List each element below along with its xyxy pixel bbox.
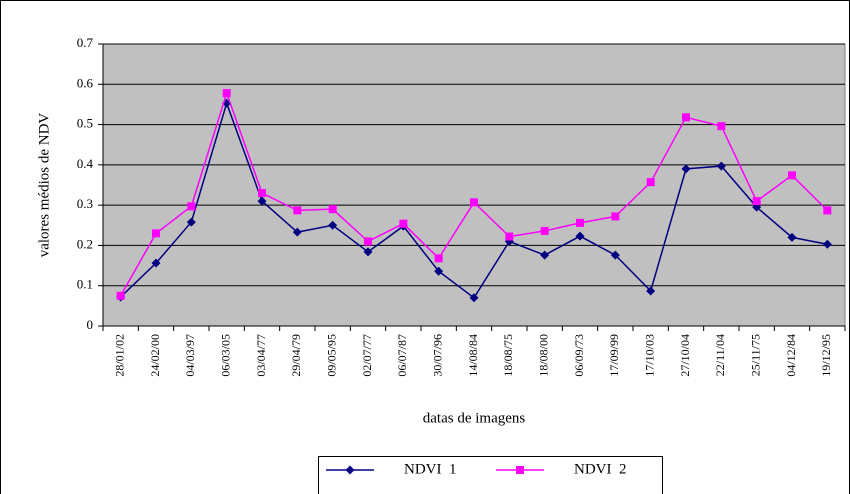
- data-point: [575, 231, 585, 241]
- y-tick-label: 0.6: [77, 75, 94, 90]
- data-point: [752, 197, 761, 206]
- x-tick-label: 09/05/95: [324, 334, 338, 377]
- data-point: [682, 113, 690, 122]
- plot-area: [102, 43, 846, 327]
- data-point: [187, 202, 196, 211]
- x-tick-label: 06/09/73: [572, 334, 586, 377]
- x-tick-label: 22/11/04: [713, 334, 727, 376]
- x-tick-label: 29/04/79: [289, 334, 303, 377]
- y-tick-label: 0.4: [77, 156, 94, 171]
- y-axis-label: valores médios de NDV: [36, 113, 52, 258]
- y-tick-label: 0: [87, 317, 94, 332]
- x-tick-label: 17/10/03: [642, 334, 656, 377]
- x-tick-label: 25/11/75: [748, 334, 762, 376]
- x-tick-label: 06/03/05: [218, 334, 232, 377]
- data-point: [258, 189, 266, 198]
- data-point: [611, 212, 620, 221]
- data-point: [399, 219, 408, 228]
- data-point: [469, 293, 479, 303]
- legend-marker: [516, 466, 524, 474]
- data-point: [716, 161, 726, 171]
- x-tick-label: 18/08/00: [536, 334, 550, 377]
- data-point: [822, 239, 832, 249]
- x-tick-label: 06/07/87: [395, 334, 409, 377]
- data-point: [717, 122, 726, 131]
- x-axis-label: datas de imagens: [423, 410, 526, 426]
- y-tick-label: 0.3: [77, 196, 93, 211]
- data-point: [470, 198, 478, 207]
- legend-marker: [345, 465, 355, 475]
- x-tick-label: 28/01/02: [112, 334, 126, 377]
- data-point: [646, 286, 656, 296]
- data-point: [151, 258, 161, 268]
- data-point: [787, 232, 797, 242]
- data-point: [576, 218, 584, 227]
- y-tick-label: 0.7: [77, 35, 94, 50]
- x-tick-label: 19/12/95: [819, 334, 833, 377]
- x-tick-label: 17/09/99: [607, 334, 621, 377]
- x-tick-label: 14/08/84: [466, 334, 480, 377]
- data-point: [505, 232, 514, 241]
- legend: [318, 456, 663, 494]
- x-tick-label: 27/10/04: [678, 334, 692, 377]
- x-tick-label: 24/02/00: [148, 334, 162, 377]
- data-point: [292, 227, 302, 237]
- data-point: [823, 206, 832, 215]
- data-point: [610, 250, 620, 260]
- data-point: [646, 178, 655, 187]
- data-point: [328, 220, 338, 230]
- data-point: [540, 250, 550, 260]
- y-tick-label: 0.5: [77, 116, 93, 131]
- data-point: [152, 229, 160, 238]
- x-tick-label: 04/03/97: [183, 334, 197, 377]
- data-point: [434, 266, 444, 276]
- data-point: [681, 164, 691, 174]
- legend-label: NDVI 1: [404, 461, 457, 477]
- data-point: [540, 226, 549, 235]
- data-point: [364, 237, 372, 246]
- x-tick-label: 03/04/77: [254, 334, 268, 377]
- data-point: [434, 254, 443, 263]
- x-tick-label: 02/07/77: [360, 334, 374, 377]
- data-point: [293, 206, 302, 215]
- data-point: [328, 205, 337, 214]
- data-point: [257, 196, 267, 206]
- data-point: [222, 89, 231, 98]
- y-tick-label: 0.1: [77, 277, 93, 292]
- x-tick-label: 30/07/96: [430, 334, 444, 377]
- data-point: [788, 171, 796, 180]
- y-tick-label: 0.2: [77, 236, 93, 251]
- data-point: [116, 291, 125, 300]
- x-tick-label: 04/12/84: [784, 334, 798, 377]
- x-tick-label: 18/08/75: [501, 334, 515, 377]
- data-point: [363, 247, 373, 257]
- legend-label: NDVI 2: [574, 461, 627, 477]
- data-point: [186, 217, 196, 227]
